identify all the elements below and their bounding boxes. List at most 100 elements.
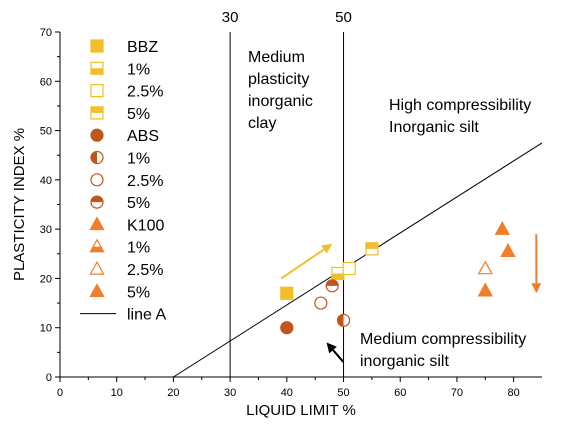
- y-tick-label: 0: [46, 372, 52, 384]
- arrow-head: [321, 243, 333, 254]
- x-tick-label: 0: [57, 387, 63, 399]
- x-tick-label: 30: [224, 387, 236, 399]
- marker-bg: [91, 84, 103, 97]
- y-tick-label: 10: [40, 323, 52, 335]
- data-point: [494, 220, 510, 235]
- vertical-line-label: 50: [335, 9, 352, 26]
- marker-outline: [314, 296, 328, 310]
- data-points: [280, 220, 516, 335]
- marker-outline: [90, 173, 104, 187]
- marker-outline: [90, 106, 104, 120]
- marker-body: [89, 216, 105, 231]
- legend-label: 1%: [127, 61, 150, 78]
- x-tick-label: 60: [394, 387, 406, 399]
- region-annotation-line: clay: [248, 115, 276, 132]
- data-point: [477, 282, 493, 297]
- legend-label: line A: [127, 307, 166, 324]
- data-point: [477, 260, 493, 275]
- marker-outline: [477, 260, 493, 275]
- x-tick-label: 20: [167, 387, 179, 399]
- marker-half-fill: [91, 68, 103, 75]
- x-tick-label: 50: [337, 387, 349, 399]
- marker-bg: [478, 261, 492, 274]
- y-tick-label: 30: [40, 224, 52, 236]
- marker-half-fill: [337, 314, 344, 327]
- legend-label: 2.5%: [127, 173, 163, 190]
- legend-marker: [89, 216, 105, 231]
- legend-label: 2.5%: [127, 262, 163, 279]
- legend-marker: [90, 128, 104, 142]
- marker-outline: [90, 150, 104, 165]
- legend-marker: [90, 84, 104, 98]
- marker-outline: [331, 266, 345, 281]
- arrow-shaft: [332, 349, 345, 363]
- x-axis-title: LIQUID LIMIT %: [246, 402, 356, 419]
- data-point: [342, 261, 356, 276]
- vertical-line-label: 30: [222, 9, 239, 26]
- marker-bg: [90, 262, 104, 275]
- legend-marker: [90, 150, 104, 165]
- data-point: [331, 266, 345, 281]
- region-annotation-line: High compressibility: [389, 97, 531, 114]
- x-tick-label: 40: [281, 387, 293, 399]
- arrow-head: [326, 342, 337, 354]
- x-tick-label: 70: [451, 387, 463, 399]
- legend-label: ABS: [127, 128, 159, 145]
- marker-outline: [90, 84, 104, 98]
- legend-label: BBZ: [127, 39, 158, 56]
- y-tick-label: 50: [40, 126, 52, 138]
- x-tick-label: 80: [508, 387, 520, 399]
- marker-half-fill: [331, 273, 344, 280]
- reference-lines: 30 50: [173, 9, 543, 378]
- annotations: Medium plasticity inorganic clay High compre…: [248, 49, 542, 370]
- axes: 0 10 20 30 40 50 60 70 80 0 10 20 30 40 50 60 70 LIQUID L…: [11, 27, 542, 419]
- marker-bg: [91, 173, 103, 186]
- region-annotation-line: plasticity: [248, 71, 309, 88]
- data-point: [280, 321, 294, 335]
- legend-label: 5%: [127, 195, 150, 212]
- data-point: [314, 296, 328, 310]
- legend-label: K100: [127, 217, 164, 234]
- y-axis-title: PLASTICITY INDEX %: [11, 128, 28, 281]
- marker-half-fill: [91, 151, 97, 164]
- marker-half-fill: [91, 106, 103, 113]
- data-point: [336, 313, 351, 327]
- legend-marker: [90, 173, 104, 187]
- data-point: [365, 242, 379, 256]
- y-tick-label: 70: [40, 27, 52, 39]
- marker-outline: [365, 242, 379, 256]
- legend-marker: [89, 238, 105, 253]
- legend: BBZ 1% 2.5% 5% ABS 1% 2.5% 5% K100 1% 2.5% 5% line A: [80, 39, 166, 324]
- marker-outline: [89, 238, 105, 253]
- legend-marker: [90, 106, 104, 120]
- marker-outline: [336, 313, 351, 327]
- region-annotation-line: inorganic: [248, 93, 313, 110]
- marker-outline: [342, 261, 356, 276]
- y-tick-label: 60: [40, 76, 52, 88]
- legend-label: 2.5%: [127, 84, 163, 101]
- marker-half-fill: [365, 242, 378, 249]
- marker-body: [89, 283, 105, 297]
- marker-body: [90, 128, 104, 142]
- y-tick-label: 40: [40, 175, 52, 187]
- marker-bg: [343, 262, 356, 275]
- marker-body: [280, 286, 294, 300]
- marker-half-fill: [91, 196, 103, 203]
- marker-outline: [90, 61, 104, 75]
- marker-body: [280, 321, 294, 335]
- marker-body: [500, 243, 516, 258]
- region-annotation-line: Medium compressibility: [360, 331, 526, 348]
- line-a: [173, 142, 543, 378]
- region-annotation-line: inorganic silt: [360, 353, 449, 370]
- marker-outline: [89, 260, 105, 275]
- marker-body: [477, 282, 493, 297]
- y-tick-label: 20: [40, 273, 52, 285]
- x-tick-label: 10: [111, 387, 123, 399]
- arrow-shaft: [280, 248, 325, 280]
- region-annotation-line: Inorganic silt: [389, 119, 479, 136]
- marker-outline: [90, 195, 104, 209]
- legend-marker: [90, 195, 104, 209]
- marker-body: [494, 220, 510, 235]
- data-point: [325, 279, 339, 293]
